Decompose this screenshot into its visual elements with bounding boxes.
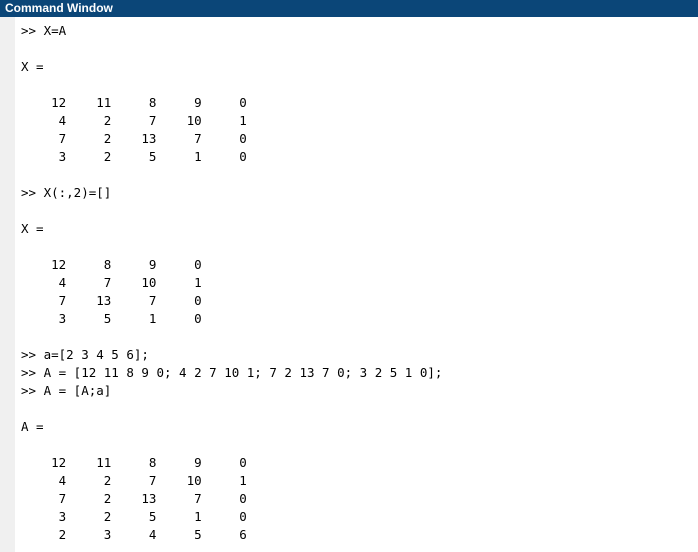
console-output-line: 3 2 5 1 0 <box>21 509 247 524</box>
console-command-line: >> X(:,2)=[] <box>21 185 112 200</box>
console-output-line: 3 2 5 1 0 <box>21 149 247 164</box>
console-area[interactable]: >> X=A X = 12 11 8 9 0 4 2 7 10 1 7 2 13… <box>0 17 698 552</box>
console-blank-line <box>21 400 698 418</box>
console-output-line: X = <box>21 59 44 74</box>
title-bar[interactable]: Command Window <box>0 0 698 17</box>
console-blank-line <box>21 328 698 346</box>
console-output-line: X = <box>21 221 44 236</box>
console-output-line: A = <box>21 419 44 434</box>
console-output-line: 12 11 8 9 0 <box>21 95 247 110</box>
console-blank-line <box>21 40 698 58</box>
console-output-line: 12 8 9 0 <box>21 257 202 272</box>
console-output-line: 4 2 7 10 1 <box>21 113 247 128</box>
console-command-line: >> A = [12 11 8 9 0; 4 2 7 10 1; 7 2 13 … <box>21 365 443 380</box>
console-blank-line <box>21 202 698 220</box>
console-blank-line <box>21 238 698 256</box>
console-output-line: 7 13 7 0 <box>21 293 202 308</box>
console-output-line: 7 2 13 7 0 <box>21 131 247 146</box>
console-command-line: >> X=A <box>21 23 67 38</box>
console-output-line: 2 3 4 5 6 <box>21 527 247 542</box>
console-blank-line <box>21 436 698 454</box>
console-blank-line <box>21 76 698 94</box>
left-gutter <box>0 17 15 552</box>
console-output[interactable]: >> X=A X = 12 11 8 9 0 4 2 7 10 1 7 2 13… <box>15 17 698 552</box>
window-title: Command Window <box>5 1 113 15</box>
console-blank-line <box>21 166 698 184</box>
console-output-line: 3 5 1 0 <box>21 311 202 326</box>
console-output-line: 4 2 7 10 1 <box>21 473 247 488</box>
console-output-line: 4 7 10 1 <box>21 275 202 290</box>
console-command-line: >> A = [A;a] <box>21 383 112 398</box>
console-output-line: 12 11 8 9 0 <box>21 455 247 470</box>
console-output-line: 7 2 13 7 0 <box>21 491 247 506</box>
console-command-line: >> a=[2 3 4 5 6]; <box>21 347 149 362</box>
